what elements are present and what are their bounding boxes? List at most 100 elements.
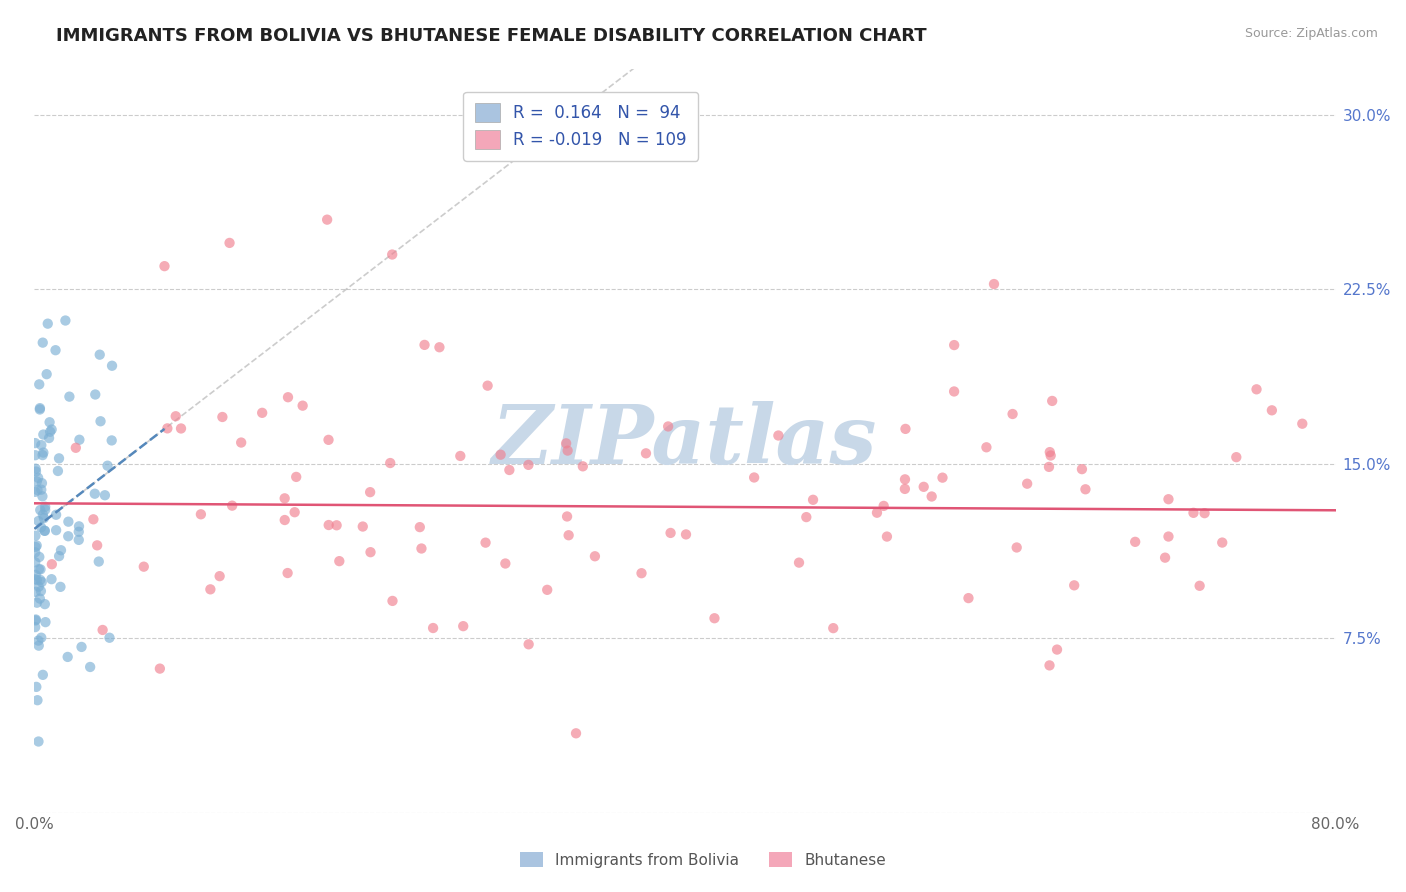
Point [30,584,52,599]
Point [1291,417,1313,431]
Point [517,458,540,472]
Point [96,458,118,473]
Point [24,448,46,462]
Point [921,490,943,504]
Point [381,247,404,261]
Point [316,212,339,227]
Point [1040,393,1063,408]
Point [1038,459,1060,474]
Point [49,543,72,558]
Point [894,472,917,486]
Point [48,549,70,563]
Point [273,491,295,506]
Point [555,509,578,524]
Point [28,562,51,576]
Point [983,277,1005,291]
Point [30,438,52,452]
Point [866,506,889,520]
Point [498,463,520,477]
Point [24,461,46,475]
Point [1074,483,1097,497]
Point [27,471,49,485]
Point [38,431,60,445]
Point [79,660,101,674]
Point [494,557,516,571]
Point [768,428,790,442]
Point [58,515,80,529]
Point [221,499,243,513]
Point [413,338,436,352]
Point [24,555,46,569]
Point [46,464,69,478]
Point [657,419,679,434]
Point [32,508,55,522]
Point [557,443,579,458]
Point [1188,579,1211,593]
Point [1039,445,1062,459]
Point [31,476,53,491]
Point [32,445,55,459]
Point [572,459,595,474]
Point [1211,535,1233,549]
Point [912,480,935,494]
Point [24,568,46,582]
Point [231,435,253,450]
Point [98,631,121,645]
Point [24,584,46,599]
Point [41,572,63,586]
Point [1038,658,1060,673]
Point [873,499,896,513]
Point [451,619,474,633]
Point [39,425,62,439]
Point [894,482,917,496]
Point [1154,550,1177,565]
Point [100,434,122,448]
Point [170,421,193,435]
Point [86,538,108,552]
Point [30,573,52,587]
Point [90,414,112,428]
Point [24,620,46,634]
Point [31,574,53,589]
Point [409,520,432,534]
Point [794,510,817,524]
Point [24,572,46,586]
Legend: Immigrants from Bolivia, Bhutanese: Immigrants from Bolivia, Bhutanese [512,844,894,875]
Point [28,402,51,417]
Point [285,470,308,484]
Point [894,422,917,436]
Point [132,559,155,574]
Point [352,519,374,533]
Point [703,611,725,625]
Point [1001,407,1024,421]
Point [30,483,52,497]
Point [1182,506,1205,520]
Point [557,528,579,542]
Point [30,520,52,534]
Point [211,409,233,424]
Point [359,485,381,500]
Point [34,615,56,629]
Text: ZIPatlas: ZIPatlas [492,401,877,481]
Point [89,348,111,362]
Point [38,415,60,429]
Point [24,436,46,450]
Point [659,525,682,540]
Point [149,662,172,676]
Point [474,535,496,549]
Point [218,235,240,250]
Point [277,390,299,404]
Point [24,614,46,628]
Point [25,475,48,489]
Point [34,524,56,538]
Point [24,484,46,499]
Text: IMMIGRANTS FROM BOLIVIA VS BHUTANESE FEMALE DISABILITY CORRELATION CHART: IMMIGRANTS FROM BOLIVIA VS BHUTANESE FEM… [56,27,927,45]
Point [943,384,966,399]
Point [27,633,49,648]
Point [91,623,114,637]
Point [1005,541,1028,555]
Point [70,640,93,654]
Point [44,343,66,358]
Point [208,569,231,583]
Point [27,483,49,497]
